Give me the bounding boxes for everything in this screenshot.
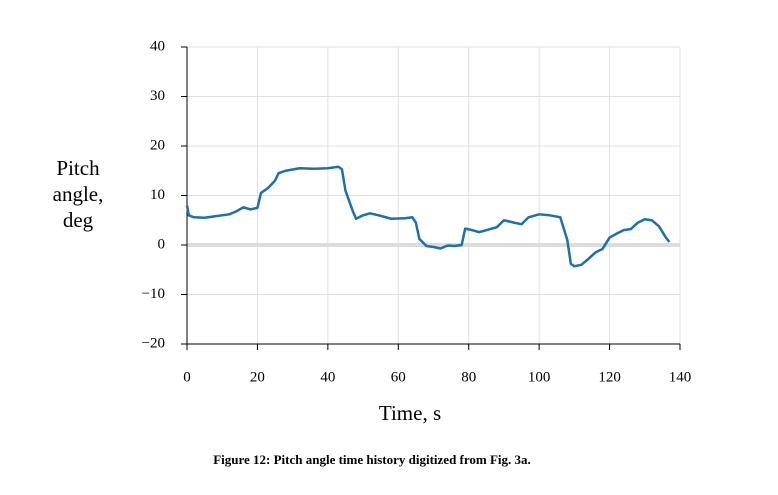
y-tick-label: 30 — [150, 88, 165, 104]
y-axis-label: angle, — [53, 182, 104, 206]
y-tick-label: 0 — [158, 236, 166, 252]
x-tick-label: 0 — [183, 369, 191, 385]
x-axis-label: Time, s — [379, 401, 441, 425]
y-axis-label: Pitch — [56, 156, 100, 180]
x-tick-label: 80 — [461, 369, 476, 385]
x-tick-label: 120 — [598, 369, 621, 385]
data-line — [185, 165, 671, 268]
x-tick-label: 60 — [391, 369, 406, 385]
caption: Figure 12: Pitch angle time history digi… — [213, 452, 531, 467]
x-tick-label: 20 — [250, 369, 265, 385]
x-tick-label: 40 — [320, 369, 335, 385]
y-tick-label: 10 — [150, 187, 165, 203]
y-axis-label: deg — [63, 208, 94, 232]
y-tick-label: −20 — [142, 335, 165, 351]
x-tick-label: 100 — [528, 369, 551, 385]
y-tick-label: 40 — [150, 38, 165, 54]
y-tick-label: 20 — [150, 137, 165, 153]
x-tick-label: 140 — [669, 369, 692, 385]
y-tick-label: −10 — [142, 286, 165, 302]
